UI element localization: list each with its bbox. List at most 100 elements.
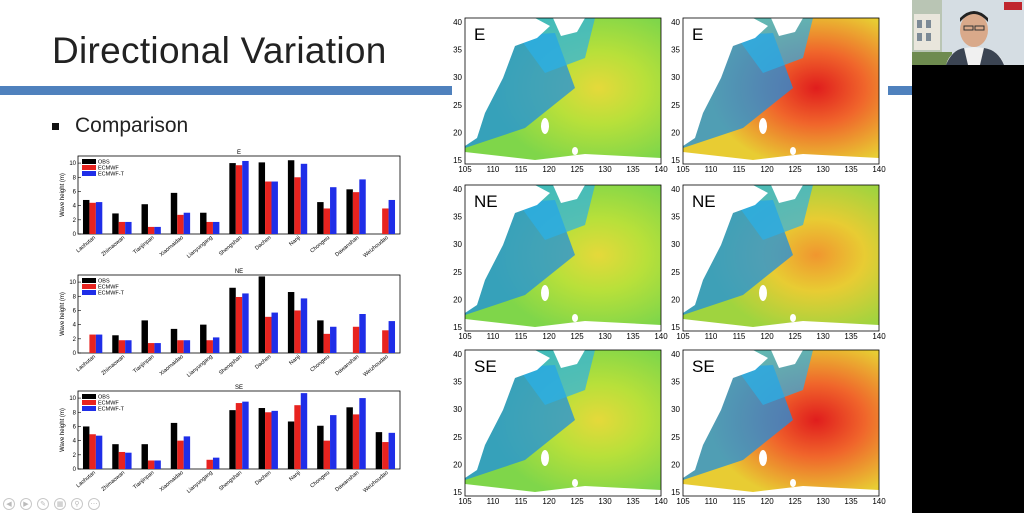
- slide: Directional Variation Comparison E Wave h…: [0, 0, 912, 513]
- land-mass: [683, 185, 768, 313]
- lon-tick-label: 120: [760, 332, 774, 341]
- lon-tick-label: 130: [598, 497, 612, 506]
- bar-ecmwf: [382, 442, 389, 469]
- lat-tick-label: 30: [671, 405, 680, 414]
- pen-icon[interactable]: ✎: [37, 498, 49, 510]
- lat-tick-label: 40: [671, 350, 680, 359]
- lat-tick-label: 35: [453, 378, 462, 387]
- bullet-item: Comparison: [52, 114, 188, 138]
- lon-tick-label: 125: [788, 332, 802, 341]
- bar-ecmwf: [352, 414, 360, 469]
- bar-ecmwf-t: [388, 321, 396, 353]
- island: [759, 450, 767, 466]
- bar-ecmwf: [235, 403, 243, 469]
- island: [541, 285, 549, 301]
- bar-obs: [346, 189, 353, 234]
- lat-tick-label: 20: [671, 460, 680, 469]
- bar-ecmwf: [294, 177, 301, 234]
- bar-ecmwf-t: [300, 393, 308, 469]
- bar-ecmwf: [206, 459, 213, 469]
- land-mass: [683, 18, 768, 146]
- lat-tick-label: 25: [453, 268, 462, 277]
- lon-tick-label: 120: [542, 332, 556, 341]
- zoom-icon[interactable]: ⚲: [71, 498, 83, 510]
- x-tick-label: Nanji: [288, 235, 301, 248]
- y-tick-label: 4: [73, 323, 77, 329]
- lat-tick-label: 20: [453, 460, 462, 469]
- lat-tick-label: 40: [453, 185, 462, 194]
- x-tick-label: Laohutan: [75, 354, 96, 373]
- x-tick-label: Laohutan: [75, 470, 96, 489]
- lat-tick-label: 15: [453, 488, 462, 497]
- bar-ecmwf: [89, 434, 96, 469]
- y-tick-label: 10: [69, 280, 76, 286]
- bar-ecmwf-t: [359, 398, 366, 469]
- bar-ecmwf: [118, 221, 126, 234]
- x-tick-label: Dachen: [254, 470, 272, 487]
- x-tick-label: Shengshan: [218, 354, 243, 376]
- x-tick-label: Xiaomaidao: [159, 470, 185, 493]
- y-tick-label: 0: [73, 232, 77, 238]
- prev-slide-icon[interactable]: ◀: [3, 498, 15, 510]
- lon-tick-label: 120: [760, 497, 774, 506]
- grid-icon[interactable]: ▦: [54, 498, 66, 510]
- bar-obs: [287, 160, 295, 234]
- bar-obs: [229, 287, 236, 353]
- x-tick-label: Lianyungang: [186, 470, 214, 495]
- lat-tick-label: 15: [671, 323, 680, 332]
- next-slide-icon[interactable]: ▶: [20, 498, 32, 510]
- lat-tick-label: 30: [453, 240, 462, 249]
- island: [790, 314, 796, 322]
- y-tick-label: 2: [73, 218, 77, 224]
- legend-swatch: [82, 400, 96, 405]
- bar-ecmwf: [177, 440, 184, 469]
- lon-tick-label: 130: [816, 332, 830, 341]
- lon-tick-label: 115: [733, 165, 746, 174]
- land-mass: [771, 185, 803, 203]
- bar-obs: [258, 276, 266, 353]
- map-direction-label: SE: [692, 357, 715, 376]
- chart-title: NE: [235, 269, 243, 275]
- bar-ecmwf-t: [330, 326, 337, 353]
- more-icon[interactable]: ⋯: [88, 498, 100, 510]
- bar-obs: [317, 202, 324, 234]
- lon-tick-label: 110: [487, 332, 500, 341]
- lon-tick-label: 110: [705, 165, 718, 174]
- bar-ecmwf: [265, 181, 272, 234]
- bar-obs: [375, 432, 383, 469]
- bar-ecmwf: [147, 460, 155, 469]
- legend-swatch: [82, 165, 96, 170]
- x-tick-label: Tianjinpan: [132, 354, 155, 375]
- title-rule: [0, 86, 452, 95]
- y-tick-label: 8: [73, 294, 77, 300]
- x-tick-label: Laohutan: [75, 235, 96, 254]
- lon-tick-label: 125: [570, 497, 584, 506]
- bar-ecmwf-t: [154, 343, 161, 353]
- bar-ecmwf-t: [300, 163, 308, 234]
- lon-tick-label: 105: [458, 332, 472, 341]
- lon-tick-label: 135: [626, 165, 640, 174]
- lon-tick-label: 140: [872, 497, 886, 506]
- lon-tick-label: 135: [844, 497, 858, 506]
- bar-ecmwf-t: [242, 160, 249, 234]
- bar-ecmwf-t: [212, 221, 220, 234]
- bar-ecmwf-t: [242, 401, 249, 469]
- bar-ecmwf: [89, 334, 96, 353]
- lon-tick-label: 115: [515, 165, 528, 174]
- y-tick-label: 8: [73, 410, 77, 416]
- land-mass: [465, 18, 550, 146]
- island: [790, 147, 796, 155]
- x-tick-label: Xiaomaidao: [159, 354, 185, 377]
- legend-swatch: [82, 171, 96, 176]
- bar-ecmwf: [294, 405, 301, 469]
- bar-obs: [317, 425, 324, 469]
- y-tick-label: 10: [69, 161, 76, 167]
- bar-ecmwf-t: [242, 293, 249, 353]
- bar-ecmwf: [177, 214, 184, 234]
- bar-ecmwf: [323, 333, 331, 353]
- lon-tick-label: 140: [654, 497, 668, 506]
- map-frame: [464, 184, 662, 332]
- x-tick-label: Nanji: [288, 354, 301, 367]
- y-tick-label: 4: [73, 204, 77, 210]
